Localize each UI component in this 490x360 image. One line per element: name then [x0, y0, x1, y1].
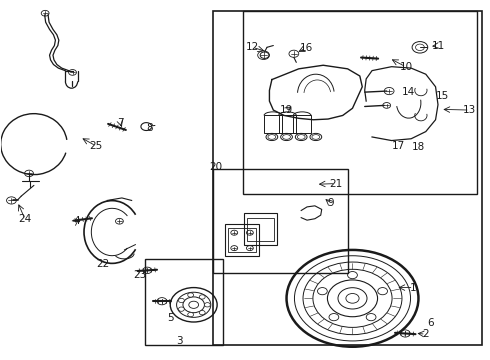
- Circle shape: [204, 303, 210, 307]
- Bar: [247, 218, 274, 241]
- Text: 20: 20: [209, 162, 222, 172]
- Circle shape: [178, 298, 184, 303]
- Text: 3: 3: [176, 336, 182, 346]
- Text: 22: 22: [97, 259, 110, 269]
- Text: 12: 12: [245, 42, 259, 52]
- Circle shape: [199, 310, 205, 315]
- Text: 8: 8: [147, 123, 153, 133]
- Text: 16: 16: [299, 43, 313, 53]
- Text: 18: 18: [412, 141, 425, 152]
- Bar: [243, 12, 477, 194]
- Bar: [294, 116, 311, 134]
- Text: 2: 2: [422, 329, 429, 339]
- Circle shape: [178, 307, 184, 311]
- Bar: [213, 169, 347, 273]
- Text: 24: 24: [19, 215, 32, 224]
- Text: 23: 23: [133, 270, 147, 280]
- Text: 17: 17: [392, 141, 406, 151]
- Bar: [213, 12, 482, 345]
- Text: 9: 9: [327, 198, 334, 208]
- Text: 11: 11: [431, 41, 444, 50]
- Bar: [264, 116, 282, 134]
- Text: 25: 25: [89, 141, 102, 151]
- Text: 15: 15: [436, 91, 449, 101]
- Circle shape: [188, 312, 194, 317]
- Text: 1: 1: [410, 283, 417, 293]
- Text: 5: 5: [168, 313, 174, 323]
- Bar: [279, 116, 296, 134]
- Text: 19: 19: [280, 105, 293, 115]
- Text: 4: 4: [73, 216, 80, 226]
- Circle shape: [188, 293, 194, 297]
- Circle shape: [199, 295, 205, 299]
- Text: 6: 6: [427, 319, 434, 328]
- Text: 21: 21: [329, 179, 342, 189]
- Text: 14: 14: [402, 87, 416, 97]
- Bar: [244, 213, 277, 245]
- Bar: [228, 228, 256, 252]
- Text: 10: 10: [400, 62, 413, 72]
- Bar: [145, 259, 223, 345]
- Text: 7: 7: [117, 118, 123, 128]
- Text: 13: 13: [463, 105, 476, 115]
- Bar: [225, 224, 259, 256]
